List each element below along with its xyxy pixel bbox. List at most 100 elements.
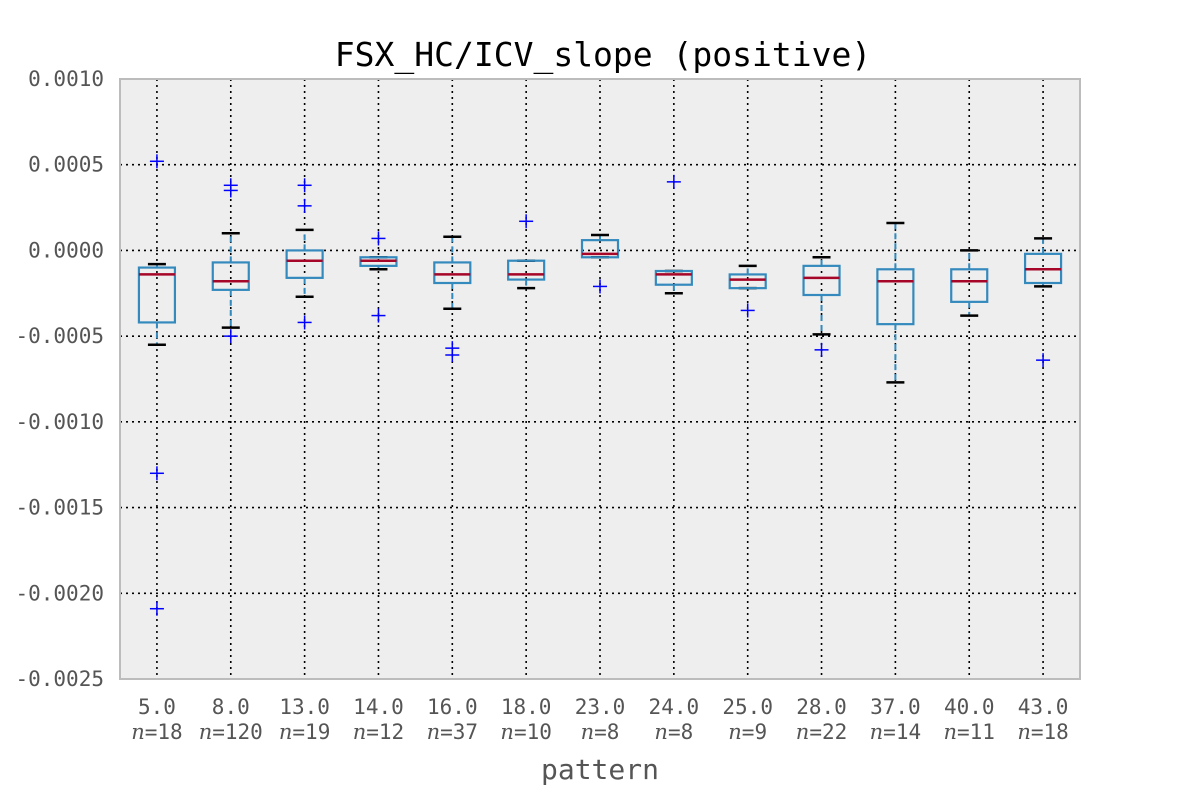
iqr-box	[433, 261, 472, 285]
box-25-0	[728, 264, 767, 318]
sample-size-label: n=18	[131, 720, 182, 744]
sample-size-label: n=22	[796, 720, 847, 744]
box-18-0	[507, 214, 546, 290]
box-8-0	[211, 178, 250, 344]
sample-size-label: n=11	[943, 720, 994, 744]
x-tick-label: 43.0	[1018, 695, 1069, 719]
box-13-0	[285, 178, 324, 330]
sample-size-label: n=12	[353, 720, 404, 744]
n-symbol: n	[728, 720, 742, 744]
n-value: =8	[668, 720, 693, 744]
outlier-point	[445, 348, 460, 362]
n-symbol: n	[796, 720, 810, 744]
box-14-0	[359, 231, 398, 323]
x-tick-label: 18.0	[501, 695, 552, 719]
box-23-0	[580, 233, 620, 294]
y-tick-label: -0.0010	[15, 410, 104, 434]
n-symbol: n	[131, 720, 145, 744]
x-tick-label: 37.0	[870, 695, 921, 719]
box-43-0	[1023, 237, 1063, 368]
box-28-0	[802, 256, 841, 357]
n-symbol: n	[943, 720, 957, 744]
iqr-box	[876, 268, 915, 326]
plot-frame	[119, 78, 1081, 680]
n-symbol: n	[500, 720, 514, 744]
box-24-0	[654, 174, 693, 295]
x-tick-label: 25.0	[722, 695, 773, 719]
x-tick-label: 24.0	[649, 695, 700, 719]
n-value: =14	[883, 720, 921, 744]
n-value: =18	[1031, 720, 1069, 744]
sample-size-label: n=37	[427, 720, 478, 744]
x-tick-label: 5.0	[138, 695, 176, 719]
box-5-0	[137, 154, 177, 616]
outlier-point	[593, 279, 607, 294]
x-tick-label: 13.0	[279, 695, 330, 719]
outlier-point	[223, 183, 238, 198]
outlier-point	[666, 174, 681, 189]
n-symbol: n	[199, 720, 213, 744]
x-tick-label: 8.0	[212, 695, 250, 719]
iqr-box	[211, 261, 250, 291]
y-tick-label: -0.0025	[15, 667, 104, 691]
y-tick-label: 0.0000	[28, 238, 104, 262]
box-40-0	[950, 249, 989, 317]
sample-size-label: n=10	[500, 720, 551, 744]
iqr-box	[137, 266, 177, 324]
outlier-point	[519, 214, 534, 229]
y-tick-label: 0.0005	[28, 153, 104, 177]
n-value: =8	[594, 720, 619, 744]
outlier-point	[371, 231, 386, 246]
n-value: =120	[212, 720, 263, 744]
n-value: =18	[145, 720, 183, 744]
iqr-box	[728, 273, 767, 290]
n-symbol: n	[353, 720, 367, 744]
box-series	[137, 154, 1063, 616]
y-axis-ticks: 0.0010 0.0005 0.0000 -0.0005 -0.0010 -0.0015 -…	[15, 67, 104, 691]
iqr-box	[802, 264, 841, 297]
y-tick-label: -0.0005	[15, 324, 104, 348]
iqr-box	[950, 268, 989, 303]
iqr-box	[580, 239, 620, 259]
x-tick-label: 40.0	[944, 695, 995, 719]
n-value: =22	[809, 720, 847, 744]
x-tick-label: 14.0	[353, 695, 404, 719]
n-value: =12	[366, 720, 404, 744]
outlier-point	[297, 178, 312, 193]
iqr-box	[507, 259, 546, 281]
n-value: =11	[957, 720, 995, 744]
outlier-point	[740, 303, 755, 318]
x-tick-label: 16.0	[427, 695, 478, 719]
x-tick-label: 28.0	[796, 695, 847, 719]
n-symbol: n	[1017, 720, 1031, 744]
outlier-point	[814, 342, 829, 357]
x-tick-label: 23.0	[575, 695, 626, 719]
outlier-point	[149, 154, 164, 169]
sample-size-label: n=14	[870, 720, 921, 744]
n-symbol: n	[581, 720, 595, 744]
sample-size-label: n=120	[199, 720, 263, 744]
sample-size-label: n=8	[654, 720, 693, 744]
outlier-point	[1036, 353, 1051, 368]
iqr-box	[285, 249, 324, 279]
sample-size-label: n=18	[1017, 720, 1068, 744]
n-symbol: n	[279, 720, 293, 744]
n-symbol: n	[654, 720, 668, 744]
y-tick-label: 0.0010	[28, 67, 104, 91]
n-symbol: n	[870, 720, 884, 744]
y-tick-label: -0.0015	[15, 496, 104, 520]
sample-size-label: n=19	[279, 720, 330, 744]
outlier-point	[297, 198, 312, 213]
outlier-point	[297, 315, 312, 330]
n-value: =37	[440, 720, 478, 744]
y-tick-label: -0.0020	[15, 581, 104, 605]
iqr-box	[654, 269, 693, 286]
x-axis-label: pattern	[541, 753, 659, 786]
sample-size-label: n=8	[581, 720, 620, 744]
outlier-point	[223, 329, 238, 344]
n-value: =9	[742, 720, 767, 744]
x-axis-ticks: 5.0n=188.0n=12013.0n=1914.0n=1216.0n=371…	[131, 695, 1069, 744]
box-37-0	[876, 221, 915, 384]
n-symbol: n	[427, 720, 441, 744]
